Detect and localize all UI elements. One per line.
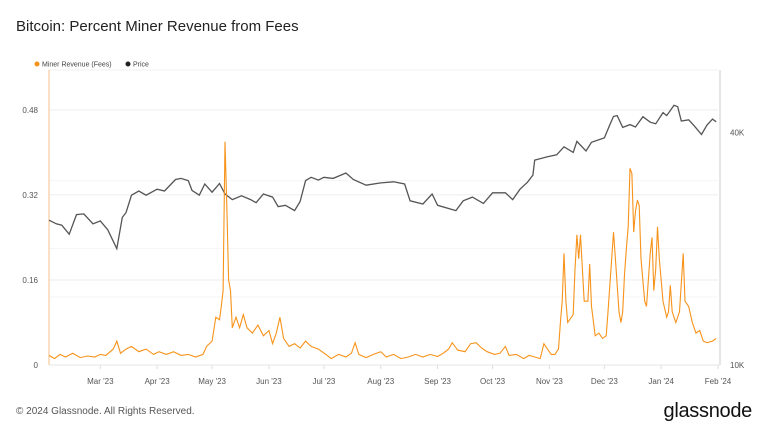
legend: Miner Revenue (Fees) Price: [34, 61, 149, 69]
y-right-tick-label: 40K: [730, 128, 745, 137]
gridlines: [49, 69, 718, 298]
x-tick-label: Jul '23: [312, 377, 335, 386]
y-left-tick-label: 0.48: [22, 106, 38, 115]
x-tick-label: Dec '23: [591, 377, 618, 386]
y-left-tick-label: 0: [34, 361, 39, 370]
x-tick-label: Jun '23: [256, 377, 282, 386]
legend-marker-price: [125, 61, 131, 67]
series-line-price: [48, 104, 717, 251]
x-tick-label: May '23: [198, 377, 226, 386]
chart-title: Bitcoin: Percent Miner Revenue from Fees: [16, 18, 299, 35]
series-line-fees: [48, 141, 717, 360]
x-tick-label: Apr '23: [145, 377, 171, 386]
x-tick-label: Aug '23: [367, 377, 394, 386]
glassnode-logo: glassnode: [663, 400, 753, 422]
x-tick-label: Sep '23: [424, 377, 451, 386]
x-tick-label: Mar '23: [87, 377, 114, 386]
legend-marker-fees: [34, 61, 40, 67]
y-right-tick-label: 10K: [730, 361, 745, 370]
copyright: © 2024 Glassnode. All Rights Reserved.: [16, 406, 195, 417]
axes: [48, 70, 721, 369]
x-tick-label: Nov '23: [536, 377, 563, 386]
x-tick-label: Oct '23: [480, 377, 506, 386]
tick-labels: 0 0.16 0.32 0.48 10K 40K Mar '23 Apr '23 May '23…: [22, 106, 744, 386]
legend-label-price: Price: [133, 62, 149, 69]
x-tick-label: Jan '24: [648, 377, 674, 386]
y-left-tick-label: 0.32: [22, 191, 38, 200]
x-tick-label: Feb '24: [705, 377, 732, 386]
legend-label-fees: Miner Revenue (Fees): [42, 62, 112, 69]
y-left-tick-label: 0.16: [22, 276, 38, 285]
